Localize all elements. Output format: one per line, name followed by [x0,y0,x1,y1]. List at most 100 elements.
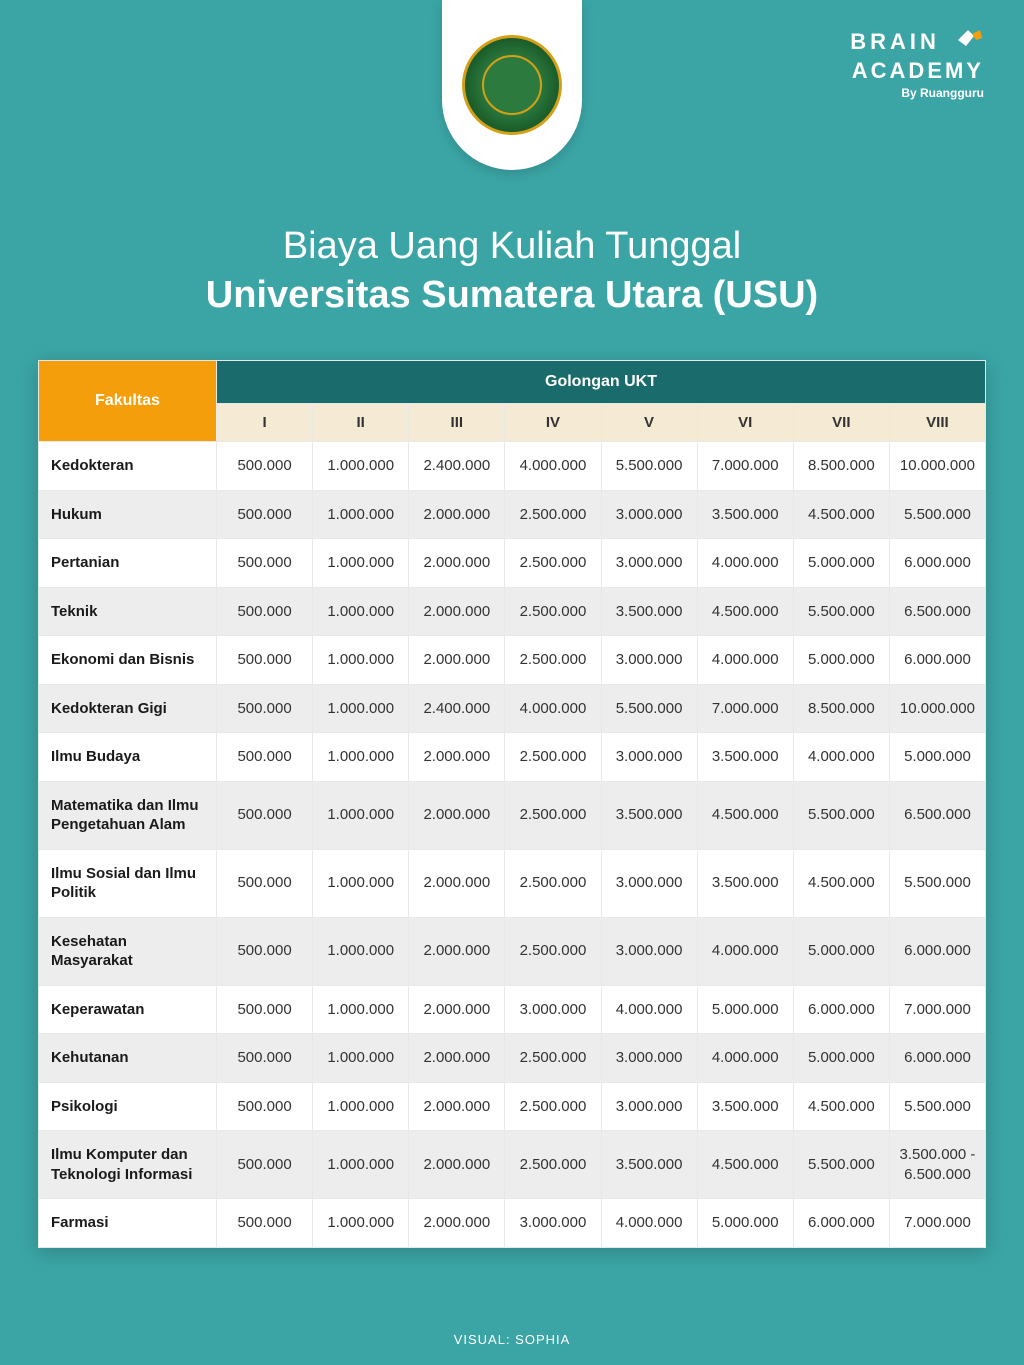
value-cell: 2.000.000 [409,733,505,782]
value-cell: 6.000.000 [793,985,889,1034]
value-cell: 2.000.000 [409,539,505,588]
value-cell: 2.000.000 [409,636,505,685]
column-header: VIII [889,404,985,442]
brand-block: BRAIN ACADEMY By Ruangguru [850,28,984,100]
value-cell: 2.000.000 [409,587,505,636]
value-cell: 2.500.000 [505,733,601,782]
value-cell: 3.500.000 - 6.500.000 [889,1131,985,1199]
table-row: Psikologi500.0001.000.0002.000.0002.500.… [39,1082,986,1131]
value-cell: 500.000 [217,587,313,636]
value-cell: 5.500.000 [601,442,697,491]
title-line2: Universitas Sumatera Utara (USU) [0,274,1024,317]
table-row: Ekonomi dan Bisnis500.0001.000.0002.000.… [39,636,986,685]
value-cell: 4.000.000 [697,636,793,685]
value-cell: 2.000.000 [409,917,505,985]
value-cell: 5.000.000 [793,636,889,685]
faculty-cell: Matematika dan Ilmu Pengetahuan Alam [39,781,217,849]
table-corner-header: Fakultas [39,361,217,442]
faculty-cell: Kedokteran [39,442,217,491]
value-cell: 500.000 [217,442,313,491]
value-cell: 6.000.000 [889,539,985,588]
value-cell: 4.000.000 [697,539,793,588]
value-cell: 5.000.000 [697,1199,793,1248]
value-cell: 4.500.000 [697,781,793,849]
faculty-cell: Hukum [39,490,217,539]
value-cell: 3.500.000 [697,849,793,917]
value-cell: 3.500.000 [601,1131,697,1199]
value-cell: 2.000.000 [409,849,505,917]
column-header: II [313,404,409,442]
value-cell: 7.000.000 [697,442,793,491]
table-row: Kehutanan500.0001.000.0002.000.0002.500.… [39,1034,986,1083]
value-cell: 4.000.000 [793,733,889,782]
value-cell: 500.000 [217,917,313,985]
table-row: Hukum500.0001.000.0002.000.0002.500.0003… [39,490,986,539]
value-cell: 4.000.000 [697,917,793,985]
value-cell: 1.000.000 [313,539,409,588]
value-cell: 500.000 [217,985,313,1034]
value-cell: 2.500.000 [505,490,601,539]
column-header: I [217,404,313,442]
value-cell: 6.500.000 [889,781,985,849]
value-cell: 6.000.000 [793,1199,889,1248]
faculty-cell: Kehutanan [39,1034,217,1083]
value-cell: 2.500.000 [505,781,601,849]
column-header: VII [793,404,889,442]
table-row: Ilmu Komputer dan Teknologi Informasi500… [39,1131,986,1199]
value-cell: 5.000.000 [793,917,889,985]
value-cell: 6.000.000 [889,636,985,685]
value-cell: 2.000.000 [409,781,505,849]
value-cell: 1.000.000 [313,781,409,849]
value-cell: 500.000 [217,733,313,782]
value-cell: 500.000 [217,1082,313,1131]
value-cell: 3.500.000 [697,490,793,539]
faculty-cell: Kesehatan Masyarakat [39,917,217,985]
value-cell: 3.000.000 [601,490,697,539]
table-row: Matematika dan Ilmu Pengetahuan Alam500.… [39,781,986,849]
value-cell: 1.000.000 [313,917,409,985]
value-cell: 500.000 [217,1131,313,1199]
value-cell: 500.000 [217,781,313,849]
value-cell: 2.000.000 [409,1199,505,1248]
faculty-cell: Keperawatan [39,985,217,1034]
faculty-cell: Kedokteran Gigi [39,684,217,733]
value-cell: 500.000 [217,539,313,588]
value-cell: 4.000.000 [697,1034,793,1083]
value-cell: 10.000.000 [889,684,985,733]
value-cell: 1.000.000 [313,1082,409,1131]
university-seal-icon [462,35,562,135]
value-cell: 2.500.000 [505,587,601,636]
value-cell: 2.000.000 [409,1082,505,1131]
value-cell: 7.000.000 [889,1199,985,1248]
faculty-cell: Farmasi [39,1199,217,1248]
value-cell: 1.000.000 [313,985,409,1034]
column-header: V [601,404,697,442]
table-row: Pertanian500.0001.000.0002.000.0002.500.… [39,539,986,588]
table-row: Teknik500.0001.000.0002.000.0002.500.000… [39,587,986,636]
value-cell: 4.000.000 [505,684,601,733]
value-cell: 2.500.000 [505,1131,601,1199]
table-group-header: Golongan UKT [217,361,986,404]
table-row: Kedokteran500.0001.000.0002.400.0004.000… [39,442,986,491]
value-cell: 1.000.000 [313,587,409,636]
value-cell: 1.000.000 [313,636,409,685]
value-cell: 2.500.000 [505,1082,601,1131]
value-cell: 5.500.000 [889,1082,985,1131]
value-cell: 2.000.000 [409,1034,505,1083]
value-cell: 4.500.000 [793,490,889,539]
value-cell: 5.500.000 [889,849,985,917]
value-cell: 1.000.000 [313,1199,409,1248]
footer-credit: VISUAL: SOPHIA [0,1332,1024,1347]
value-cell: 3.000.000 [601,733,697,782]
value-cell: 4.000.000 [601,985,697,1034]
value-cell: 6.000.000 [889,917,985,985]
value-cell: 3.000.000 [601,1082,697,1131]
value-cell: 5.000.000 [793,1034,889,1083]
column-header: IV [505,404,601,442]
value-cell: 4.500.000 [697,1131,793,1199]
brand-logo-icon [956,28,984,58]
value-cell: 3.000.000 [505,985,601,1034]
value-cell: 5.500.000 [793,587,889,636]
faculty-cell: Ilmu Komputer dan Teknologi Informasi [39,1131,217,1199]
faculty-cell: Pertanian [39,539,217,588]
